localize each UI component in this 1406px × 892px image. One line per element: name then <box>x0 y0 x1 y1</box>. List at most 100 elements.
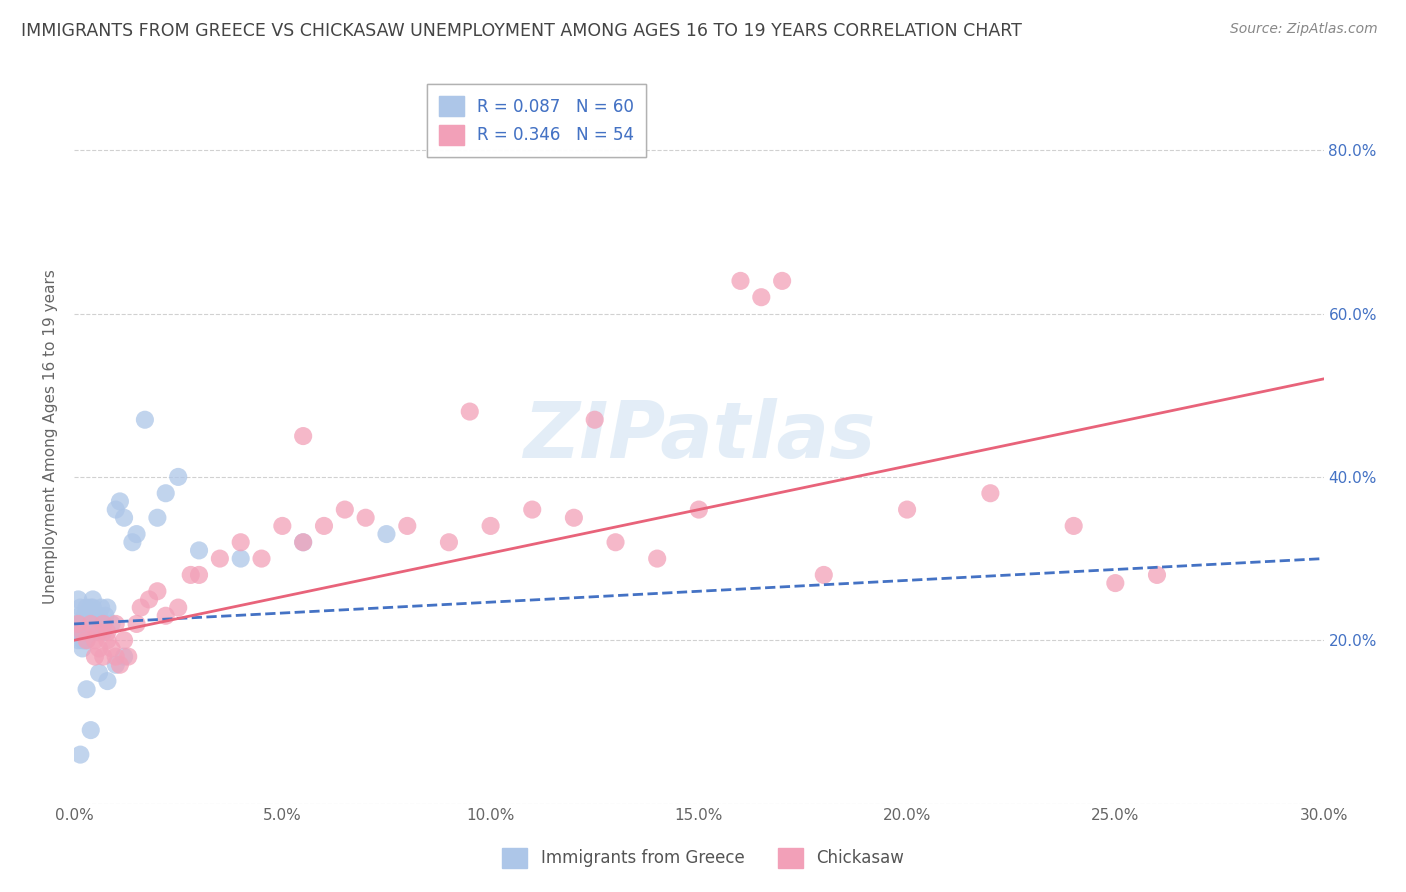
Point <box>138 592 160 607</box>
Point <box>112 510 135 524</box>
Point <box>87 625 110 640</box>
Point <box>67 592 90 607</box>
Point <box>76 600 98 615</box>
Point <box>80 616 103 631</box>
Point <box>91 649 114 664</box>
Point <box>76 633 98 648</box>
Point <box>121 535 143 549</box>
Point <box>292 429 315 443</box>
Point <box>96 674 118 689</box>
Point <box>72 633 94 648</box>
Point <box>96 625 118 640</box>
Point <box>250 551 273 566</box>
Point <box>208 551 231 566</box>
Point <box>134 413 156 427</box>
Point <box>229 551 252 566</box>
Point <box>91 625 114 640</box>
Point <box>155 608 177 623</box>
Point <box>112 649 135 664</box>
Point <box>82 592 104 607</box>
Point <box>188 568 211 582</box>
Point <box>730 274 752 288</box>
Text: Source: ZipAtlas.com: Source: ZipAtlas.com <box>1230 22 1378 37</box>
Point <box>84 625 107 640</box>
Point <box>87 608 110 623</box>
Point <box>271 519 294 533</box>
Point <box>312 519 335 533</box>
Point <box>84 649 107 664</box>
Point <box>67 616 90 631</box>
Point <box>77 608 100 623</box>
Point <box>188 543 211 558</box>
Point <box>69 600 91 615</box>
Point <box>69 625 91 640</box>
Point <box>375 527 398 541</box>
Point <box>146 510 169 524</box>
Point <box>87 641 110 656</box>
Point <box>479 519 502 533</box>
Text: ZIPatlas: ZIPatlas <box>523 398 875 474</box>
Point <box>76 633 98 648</box>
Point <box>84 616 107 631</box>
Point <box>84 633 107 648</box>
Point <box>605 535 627 549</box>
Point <box>770 274 793 288</box>
Point <box>76 682 98 697</box>
Point <box>73 616 96 631</box>
Point <box>749 290 772 304</box>
Point <box>167 600 190 615</box>
Point <box>458 404 481 418</box>
Point <box>73 625 96 640</box>
Point <box>104 502 127 516</box>
Point <box>72 641 94 656</box>
Point <box>72 625 94 640</box>
Point <box>229 535 252 549</box>
Point <box>72 616 94 631</box>
Point <box>129 600 152 615</box>
Point <box>396 519 419 533</box>
Point <box>84 608 107 623</box>
Point <box>333 502 356 516</box>
Point <box>72 625 94 640</box>
Point <box>979 486 1001 500</box>
Point <box>1063 519 1085 533</box>
Legend: R = 0.087   N = 60, R = 0.346   N = 54: R = 0.087 N = 60, R = 0.346 N = 54 <box>427 84 645 156</box>
Point <box>91 616 114 631</box>
Point <box>69 608 91 623</box>
Legend: Immigrants from Greece, Chickasaw: Immigrants from Greece, Chickasaw <box>495 841 911 875</box>
Point <box>292 535 315 549</box>
Point <box>562 510 585 524</box>
Point <box>896 502 918 516</box>
Point <box>87 616 110 631</box>
Point <box>104 649 127 664</box>
Point <box>76 616 98 631</box>
Point <box>104 657 127 672</box>
Point <box>80 608 103 623</box>
Point <box>437 535 460 549</box>
Point <box>77 616 100 631</box>
Point <box>583 413 606 427</box>
Point <box>67 633 90 648</box>
Point <box>1146 568 1168 582</box>
Point <box>108 494 131 508</box>
Point <box>292 535 315 549</box>
Point <box>82 600 104 615</box>
Point <box>80 723 103 738</box>
Point <box>100 641 122 656</box>
Point <box>69 747 91 762</box>
Point <box>77 625 100 640</box>
Y-axis label: Unemployment Among Ages 16 to 19 years: Unemployment Among Ages 16 to 19 years <box>44 268 58 604</box>
Point <box>155 486 177 500</box>
Point <box>73 608 96 623</box>
Point <box>67 616 90 631</box>
Point <box>96 600 118 615</box>
Point <box>167 470 190 484</box>
Point <box>76 625 98 640</box>
Point <box>91 616 114 631</box>
Point <box>94 608 117 623</box>
Point <box>522 502 544 516</box>
Point <box>125 527 148 541</box>
Point <box>65 616 87 631</box>
Point <box>80 600 103 615</box>
Point <box>354 510 377 524</box>
